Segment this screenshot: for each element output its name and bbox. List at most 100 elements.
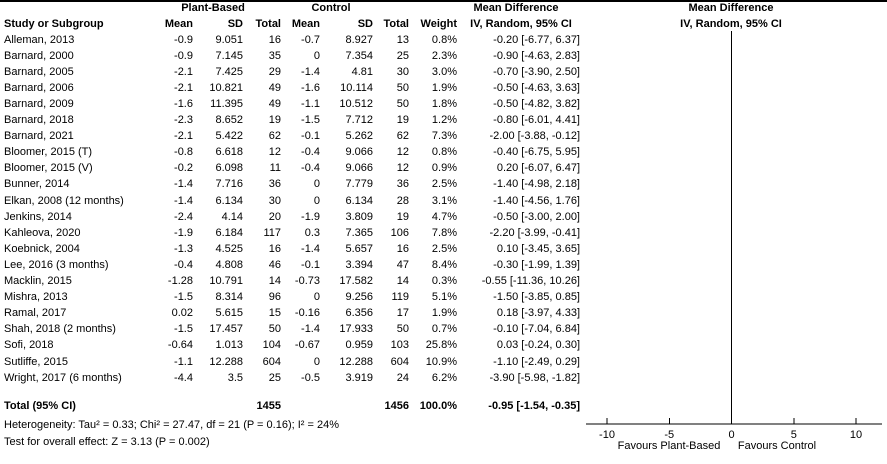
study-label: Bloomer, 2015 (V) xyxy=(4,162,93,174)
cell-sd-control: 7.365 xyxy=(345,227,373,239)
study-label: Barnard, 2000 xyxy=(4,50,74,62)
cell-sd-plant: 4.808 xyxy=(215,259,243,271)
cell-mean-control: -0.1 xyxy=(301,130,320,142)
cell-mean-control: -1.9 xyxy=(301,211,320,223)
cell-mean-plant: -0.4 xyxy=(174,259,193,271)
study-label: Alleman, 2013 xyxy=(4,34,75,46)
cell-total-plant: 25 xyxy=(268,372,281,384)
column-header-mean-difference-text: Mean Difference xyxy=(473,2,559,14)
cell-total-control: 24 xyxy=(396,372,409,384)
cell-weight: 2.3% xyxy=(431,50,457,62)
cell-sd-plant: 1.013 xyxy=(215,339,243,351)
cell-total-control: 19 xyxy=(396,211,409,223)
cell-ci-text: -0.20 [-6.77, 6.37] xyxy=(493,34,580,46)
cell-mean-control: -0.1 xyxy=(301,259,320,271)
cell-sd-control: 5.262 xyxy=(345,130,373,142)
cell-weight: 3.1% xyxy=(431,195,457,207)
cell-sd-plant: 12.288 xyxy=(209,356,243,368)
cell-total-control: 62 xyxy=(396,130,409,142)
cell-total-plant: 14 xyxy=(268,275,281,287)
cell-sd-control: 7.779 xyxy=(345,178,373,190)
cell-total-control: 13 xyxy=(396,34,409,46)
cell-mean-control: -0.4 xyxy=(301,146,320,158)
overall-effect-text: Test for overall effect: Z = 3.13 (P = 0… xyxy=(4,436,210,448)
total-weight: 100.0% xyxy=(419,400,457,412)
cell-total-control: 17 xyxy=(396,307,409,319)
cell-total-plant: 30 xyxy=(268,195,281,207)
cell-mean-plant: -0.9 xyxy=(174,50,193,62)
cell-sd-control: 3.809 xyxy=(345,211,373,223)
cell-total-plant: 50 xyxy=(268,323,281,335)
cell-mean-control: -1.4 xyxy=(301,243,320,255)
study-label: Koebnick, 2004 xyxy=(4,243,80,255)
cell-total-plant: 12 xyxy=(268,146,281,158)
cell-sd-control: 8.927 xyxy=(345,34,373,46)
cell-sd-control: 0.959 xyxy=(345,339,373,351)
cell-total-plant: 15 xyxy=(268,307,281,319)
cell-mean-control: -1.6 xyxy=(301,82,320,94)
cell-sd-control: 7.712 xyxy=(345,114,373,126)
cell-ci-text: -3.90 [-5.98, -1.82] xyxy=(489,372,581,384)
cell-sd-plant: 5.615 xyxy=(215,307,243,319)
cell-sd-plant: 7.145 xyxy=(215,50,243,62)
cell-weight: 8.4% xyxy=(431,259,457,271)
cell-total-control: 19 xyxy=(396,114,409,126)
cell-sd-plant: 4.525 xyxy=(215,243,243,255)
cell-sd-control: 6.134 xyxy=(345,195,373,207)
cell-total-plant: 29 xyxy=(268,66,281,78)
cell-mean-plant: -1.28 xyxy=(167,275,193,287)
study-label: Lee, 2016 (3 months) xyxy=(4,259,109,271)
cell-weight: 25.8% xyxy=(425,339,457,351)
study-label: Kahleova, 2020 xyxy=(4,227,81,239)
cell-total-plant: 46 xyxy=(268,259,281,271)
cell-sd-control: 6.356 xyxy=(345,307,373,319)
cell-mean-control: -0.16 xyxy=(294,307,320,319)
column-header-sd1: SD xyxy=(227,18,243,30)
total-n2: 1456 xyxy=(384,400,409,412)
cell-ci-text: -0.90 [-4.63, 2.83] xyxy=(493,50,580,62)
cell-total-plant: 604 xyxy=(262,356,281,368)
cell-sd-control: 17.582 xyxy=(339,275,373,287)
cell-ci-text: -0.50 [-4.82, 3.82] xyxy=(493,98,580,110)
cell-sd-plant: 8.314 xyxy=(215,291,243,303)
cell-mean-plant: -4.4 xyxy=(174,372,193,384)
cell-ci-text: -0.70 [-3.90, 2.50] xyxy=(493,66,580,78)
cell-mean-control: 0 xyxy=(313,291,320,303)
cell-sd-plant: 10.821 xyxy=(209,82,243,94)
cell-ci-text: -1.40 [-4.98, 2.18] xyxy=(493,178,580,190)
cell-mean-plant: -2.1 xyxy=(174,66,193,78)
cell-mean-plant: -2.1 xyxy=(174,130,193,142)
cell-mean-plant: -0.64 xyxy=(167,339,193,351)
cell-total-control: 30 xyxy=(396,66,409,78)
cell-sd-plant: 7.425 xyxy=(215,66,243,78)
x-axis-tick-label: -5 xyxy=(664,429,675,441)
cell-sd-plant: 6.134 xyxy=(215,195,243,207)
study-label: Jenkins, 2014 xyxy=(4,211,72,223)
cell-mean-control: -0.67 xyxy=(294,339,320,351)
cell-mean-control: -0.4 xyxy=(301,162,320,174)
cell-mean-control: 0 xyxy=(313,50,320,62)
cell-mean-control: 0.3 xyxy=(304,227,320,239)
cell-weight: 6.2% xyxy=(431,372,457,384)
cell-total-control: 103 xyxy=(390,339,409,351)
cell-weight: 0.7% xyxy=(431,323,457,335)
study-label: Barnard, 2021 xyxy=(4,130,74,142)
study-label: Wright, 2017 (6 months) xyxy=(4,372,122,384)
cell-mean-control: -0.7 xyxy=(301,34,320,46)
cell-total-plant: 16 xyxy=(268,243,281,255)
column-header-total2: Total xyxy=(383,18,409,30)
cell-ci-text: -0.10 [-7.04, 6.84] xyxy=(493,323,580,335)
cell-weight: 0.9% xyxy=(431,162,457,174)
study-label: Barnard, 2009 xyxy=(4,98,74,110)
cell-sd-plant: 10.791 xyxy=(209,275,243,287)
cell-total-control: 36 xyxy=(396,178,409,190)
column-header-weight: Weight xyxy=(420,18,457,30)
x-axis-tick-label: 0 xyxy=(728,429,735,441)
cell-mean-plant: -1.4 xyxy=(174,195,193,207)
cell-total-plant: 16 xyxy=(268,34,281,46)
study-label: Elkan, 2008 (12 months) xyxy=(4,195,124,207)
cell-mean-control: -0.5 xyxy=(301,372,320,384)
cell-total-control: 12 xyxy=(396,162,409,174)
